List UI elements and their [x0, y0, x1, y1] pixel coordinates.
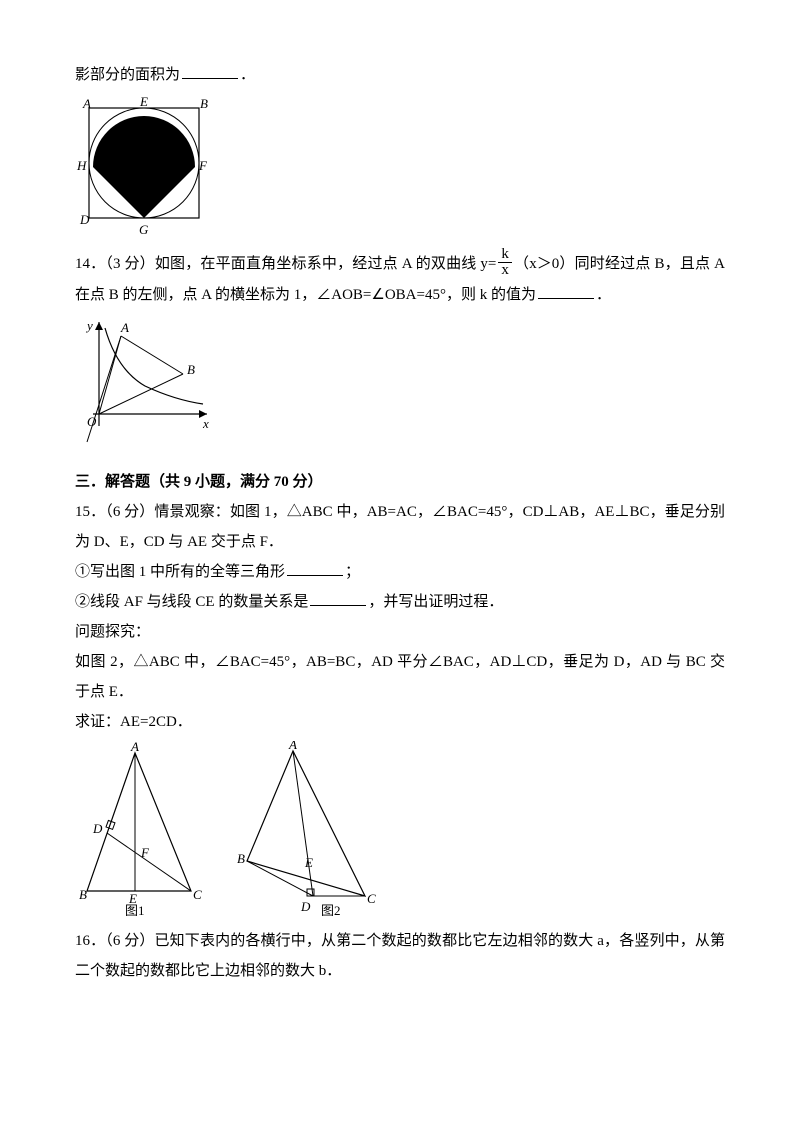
f1-A: A — [130, 741, 139, 754]
q14-frac: kx — [498, 247, 512, 278]
label-B: B — [200, 96, 208, 111]
q14-frac-den: x — [498, 263, 512, 278]
q14-frac-num: k — [498, 247, 512, 263]
q15-l2: ①写出图 1 中所有的全等三角形 ； — [75, 557, 725, 587]
q14-figure: O A B x y — [75, 314, 725, 449]
q15-blank1 — [287, 561, 343, 576]
f2-B: B — [237, 851, 245, 866]
q15-fig2-svg: A B C D E 图2 — [235, 741, 380, 916]
q14-line: 14．（3 分）如图，在平面直角坐标系中，经过点 A 的双曲线 y=kx（x＞0… — [75, 249, 725, 310]
q13-period: ． — [240, 67, 255, 83]
q15-l2a: ①写出图 1 中所有的全等三角形 — [75, 564, 285, 580]
f2-C: C — [367, 891, 376, 906]
q13-blank — [182, 64, 238, 79]
q13-figure: A B D E F G H — [75, 94, 725, 239]
q15-l5: 如图 2，△ABC 中，∠BAC=45°，AB=BC，AD 平分∠BAC，AD⊥… — [75, 647, 725, 707]
f1-cap: 图1 — [125, 903, 145, 916]
label-x: x — [202, 416, 209, 431]
f2-cap: 图2 — [321, 903, 341, 916]
label-F: F — [198, 158, 208, 173]
section3-title: 三．解答题（共 9 小题，满分 70 分） — [75, 467, 725, 497]
q15-l3b: ，并写出证明过程． — [368, 594, 503, 610]
f2-A: A — [288, 741, 297, 752]
f2-D: D — [300, 899, 311, 914]
q13-line: 影部分的面积为 ． — [75, 60, 725, 90]
q15-figures: A B C D E F 图1 A B C D E 图2 — [75, 741, 725, 916]
q15-blank2 — [310, 591, 366, 606]
q15-l2b: ； — [345, 564, 360, 580]
q16-text: 16．（6 分）已知下表内的各横行中，从第二个数起的数都比它左边相邻的数大 a，… — [75, 926, 725, 986]
q15-fig1-svg: A B C D E F 图1 — [75, 741, 205, 916]
label-y: y — [85, 318, 93, 333]
f1-C: C — [193, 887, 202, 902]
f1-B: B — [79, 887, 87, 902]
f1-D: D — [92, 821, 103, 836]
q15-l3a: ②线段 AF 与线段 CE 的数量关系是 — [75, 594, 308, 610]
label-B2: B — [187, 362, 195, 377]
q15-l3: ②线段 AF 与线段 CE 的数量关系是 ，并写出证明过程． — [75, 587, 725, 617]
label-E: E — [139, 94, 148, 109]
f1-F: F — [140, 845, 150, 860]
q15-l6: 求证：AE=2CD． — [75, 707, 725, 737]
q14-blank — [538, 284, 594, 299]
f2-E: E — [304, 855, 313, 870]
q15-l4: 问题探究： — [75, 617, 725, 647]
q13-text: 影部分的面积为 — [75, 67, 180, 83]
q14-period: ． — [596, 287, 611, 303]
q14-prefix: 14．（3 分）如图，在平面直角坐标系中，经过点 A 的双曲线 y= — [75, 256, 496, 272]
label-A2: A — [120, 320, 129, 335]
label-O: O — [87, 414, 97, 429]
label-H: H — [76, 158, 87, 173]
label-D: D — [79, 212, 90, 227]
label-G: G — [139, 222, 149, 237]
label-A: A — [82, 96, 91, 111]
q14-svg: O A B x y — [75, 314, 215, 449]
q13-svg: A B D E F G H — [75, 94, 210, 239]
q15-l1: 15．（6 分）情景观察：如图 1，△ABC 中，AB=AC，∠BAC=45°，… — [75, 497, 725, 557]
